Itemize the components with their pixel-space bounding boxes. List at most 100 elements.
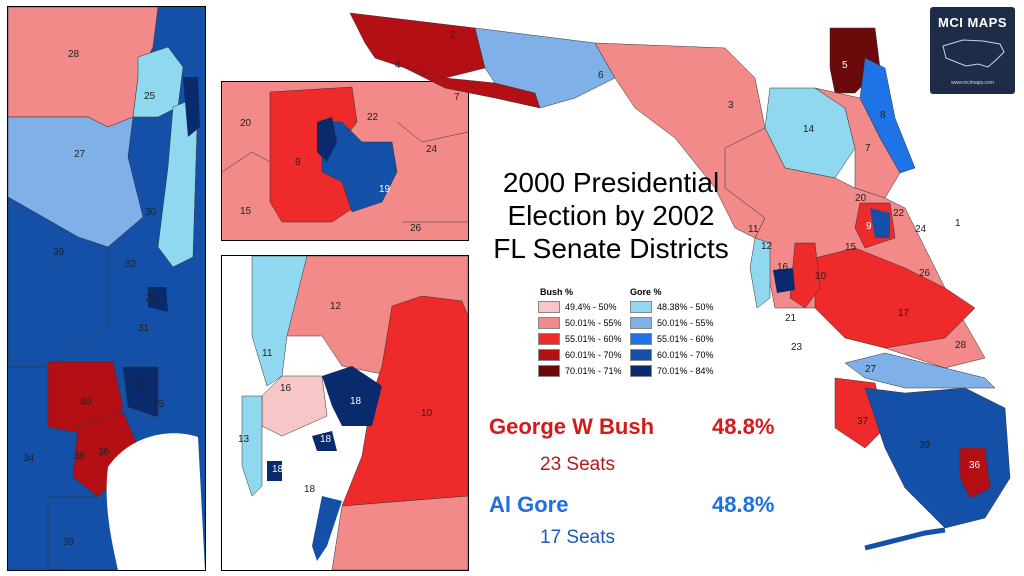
district-label: 28 [955, 340, 967, 351]
district-label: 39 [53, 247, 65, 258]
gore-seats: 17 Seats [540, 527, 615, 548]
title-line: FL Senate Districts [493, 233, 729, 264]
district-label: 10 [421, 408, 433, 419]
district-label: 22 [893, 208, 905, 219]
us-map-icon [941, 39, 1005, 68]
district-label: 40 [80, 397, 92, 408]
district-label: 34 [23, 453, 35, 464]
orlando-map [222, 82, 468, 240]
legend-swatch [630, 317, 652, 329]
legend-row: 70.01% - 71% [538, 365, 622, 377]
legend-label: 55.01% - 60% [657, 334, 714, 344]
legend-row: 60.01% - 70% [538, 349, 622, 361]
district-label: 11 [748, 224, 759, 235]
legend-label: 55.01% - 60% [565, 334, 622, 344]
title-line: Election by 2002 [507, 200, 715, 231]
district-label: 24 [426, 144, 438, 155]
legend-swatch [538, 333, 560, 345]
legend-label: 49.4% - 50% [565, 302, 617, 312]
district-label: 10 [815, 271, 827, 282]
district-label: 39 [63, 537, 75, 548]
legend-label: 70.01% - 71% [565, 366, 622, 376]
tampa-map [222, 256, 468, 570]
district-label: 22 [367, 112, 379, 123]
south-florida-map [8, 7, 205, 570]
legend-row: 49.4% - 50% [538, 301, 617, 313]
district-label: 2 [450, 30, 456, 41]
district-label: 38 [74, 451, 86, 462]
district-label: 9 [866, 221, 872, 232]
district-label: 36 [969, 460, 981, 471]
district-label: 8 [880, 110, 886, 121]
district-label: 39 [919, 440, 931, 451]
legend-swatch [630, 349, 652, 361]
legend-label: 50.01% - 55% [657, 318, 714, 328]
district-label: 18 [304, 484, 316, 495]
legend-label: 60.01% - 70% [565, 350, 622, 360]
district-label: 14 [803, 124, 815, 135]
legend-row: 55.01% - 60% [538, 333, 622, 345]
district-label: 26 [919, 268, 931, 279]
legend-row: 48.38% - 50% [630, 301, 714, 313]
district-label: 21 [785, 313, 797, 324]
district-label: 31 [138, 323, 150, 334]
logo-title: MCI MAPS [938, 15, 1007, 30]
legend-row: 70.01% - 84% [630, 365, 714, 377]
district-label: 29 [145, 293, 157, 304]
district-label: 9 [295, 157, 301, 168]
district-label: 15 [845, 242, 857, 253]
district-label: 27 [865, 364, 877, 375]
legend-swatch [630, 333, 652, 345]
district-label: 37 [857, 416, 869, 427]
district-label: 20 [240, 118, 252, 129]
district-label: 18 [350, 396, 362, 407]
district-label: 16 [280, 383, 292, 394]
district-label: 36 [98, 447, 110, 458]
legend-row: 50.01% - 55% [630, 317, 714, 329]
logo-url: www.mcimaps.com [951, 80, 994, 86]
district-label: 28 [68, 49, 80, 60]
legend-swatch [538, 317, 560, 329]
district-label: 13 [238, 434, 250, 445]
district-label: 26 [410, 223, 422, 234]
orlando-inset: 20 22 7 24 9 19 15 26 [221, 81, 469, 241]
district-label: 33 [135, 379, 147, 390]
district-label: 32 [125, 259, 137, 270]
legend-row: 50.01% - 55% [538, 317, 622, 329]
legend-swatch [538, 365, 560, 377]
bush-seats: 23 Seats [540, 454, 615, 475]
legend-label: 50.01% - 55% [565, 318, 622, 328]
district-label: 35 [153, 399, 165, 410]
legend-label: 70.01% - 84% [657, 366, 714, 376]
district-label: 18 [320, 434, 332, 445]
district-label: 16 [777, 262, 789, 273]
bush-pct: 48.8% [712, 414, 775, 439]
legend-swatch [538, 301, 560, 313]
legend-row: 60.01% - 70% [630, 349, 714, 361]
district-label: 30 [145, 207, 157, 218]
district-label: 19 [379, 184, 391, 195]
florida-state-map: 2 4 6 3 5 14 8 7 1 20 22 9 24 15 12 10 2… [345, 8, 1015, 570]
district-label: 27 [74, 149, 86, 160]
district-label: 5 [842, 60, 848, 71]
district-label: 7 [865, 143, 871, 154]
district-label: 25 [144, 91, 156, 102]
gore-pct: 48.8% [712, 492, 775, 517]
district-label: 24 [915, 224, 927, 235]
district-label: 4 [395, 60, 401, 71]
legend-swatch [538, 349, 560, 361]
legend-bush-header: Bush % [540, 287, 574, 297]
map-title: 2000 Presidential Election by 2002 FL Se… [466, 166, 756, 265]
title-line: 2000 Presidential [502, 167, 720, 198]
district-label: 7 [454, 92, 460, 103]
legend: Bush % Gore % 49.4% - 50% 50.01% - 55% 55.… [538, 287, 738, 387]
legend-label: 48.38% - 50% [657, 302, 714, 312]
district-label: 15 [240, 206, 252, 217]
tampa-inset: 12 11 16 13 18 18 18 18 10 [221, 255, 469, 571]
district-label: 20 [855, 193, 867, 204]
legend-swatch [630, 301, 652, 313]
south-florida-inset: 28 25 27 30 39 32 29 31 40 33 35 34 38 3… [7, 6, 206, 571]
district-label: 17 [898, 308, 910, 319]
gore-name: Al Gore [489, 492, 569, 517]
legend-label: 60.01% - 70% [657, 350, 714, 360]
